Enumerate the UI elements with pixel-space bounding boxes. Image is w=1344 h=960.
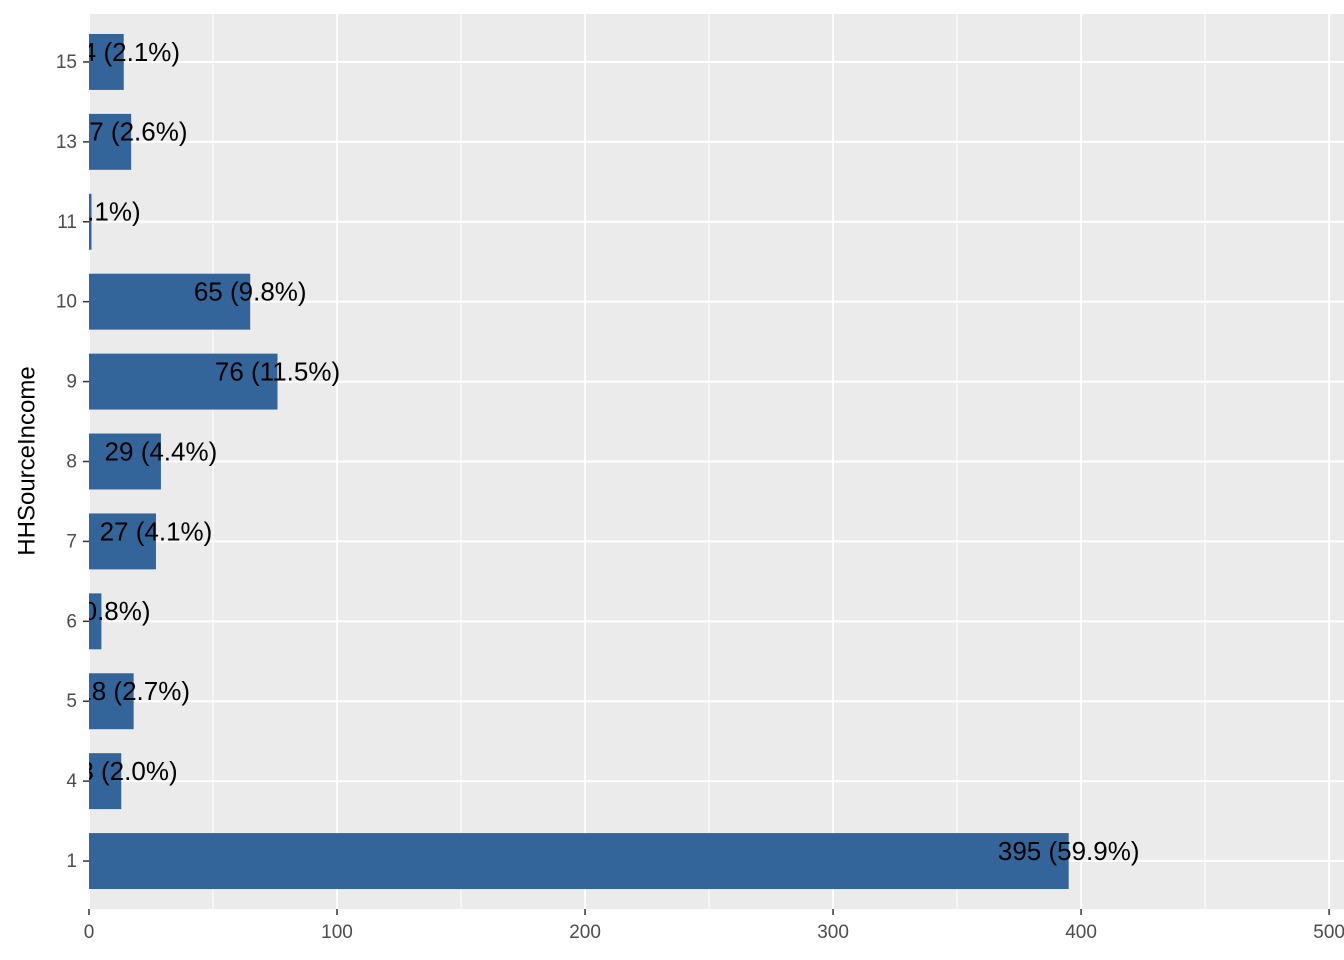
- x-tick-label: 400: [1065, 922, 1097, 943]
- y-tick-label: 9: [66, 372, 77, 393]
- y-tick-label: 6: [66, 611, 77, 632]
- value-label: 5 (0.8%): [52, 596, 150, 626]
- y-tick-label: 8: [66, 452, 77, 473]
- bar: [89, 273, 251, 330]
- y-tick-label: 4: [66, 771, 77, 792]
- y-tick-label: 5: [66, 691, 77, 712]
- x-tick-label: 100: [321, 922, 353, 943]
- bar: [89, 353, 278, 410]
- x-tick-label: 300: [817, 922, 849, 943]
- value-label: 13 (2.0%): [65, 756, 178, 786]
- bar: [89, 113, 132, 170]
- value-label: 395 (59.9%): [998, 836, 1140, 866]
- bar: [89, 433, 161, 490]
- value-label: 14 (2.1%): [67, 37, 180, 67]
- value-label: 29 (4.4%): [105, 436, 218, 466]
- bar: [89, 673, 134, 730]
- bar: [89, 193, 92, 250]
- x-tick-label: 200: [569, 922, 601, 943]
- x-tick-label: 0: [84, 922, 95, 943]
- bar: [89, 33, 124, 90]
- y-tick-label: 1: [66, 851, 77, 872]
- value-label: 1 (0.1%): [42, 197, 140, 227]
- bar: [89, 513, 156, 570]
- y-tick-label: 15: [56, 52, 77, 73]
- y-tick-label: 11: [57, 212, 77, 233]
- value-label: 76 (11.5%): [215, 356, 340, 386]
- value-labels: 395 (59.9%) 13 (2.0%) 18 (2.7%) 5 (0.8%) 27 …: [42, 37, 1140, 866]
- value-label: 27 (4.1%): [100, 516, 213, 546]
- value-label: 17 (2.6%): [75, 117, 188, 147]
- bar: [89, 593, 102, 650]
- y-tick-label: 13: [56, 132, 77, 153]
- bar: [89, 833, 1069, 890]
- grid: [88, 14, 1344, 909]
- y-tick-label: 10: [56, 292, 77, 313]
- y-axis-title: HHSourceIncome: [13, 366, 40, 555]
- y-tick-label: 7: [66, 531, 77, 552]
- axes: 0 100 200 300 400 500 1 4 5 6 7 8 9 10 11 13 15: [56, 52, 1344, 943]
- value-label: 18 (2.7%): [77, 676, 190, 706]
- value-label: 65 (9.8%): [194, 277, 307, 307]
- bars: [89, 33, 1069, 890]
- bar: [89, 753, 122, 810]
- x-tick-label: 500: [1313, 922, 1344, 943]
